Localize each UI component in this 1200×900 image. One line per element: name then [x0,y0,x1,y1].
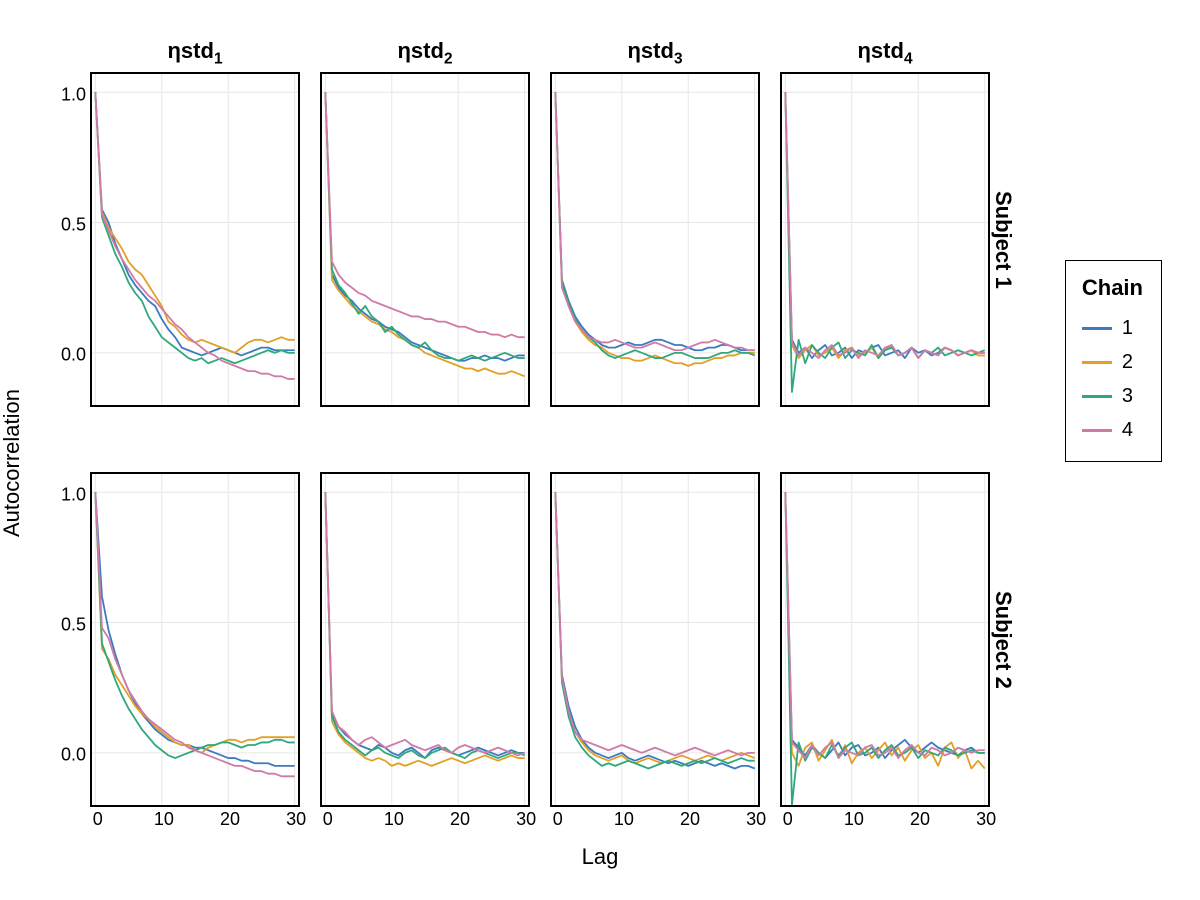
legend-label: 2 [1122,351,1133,374]
x-tick-label: 20 [220,809,240,830]
x-tick-label: 10 [844,809,864,830]
y-tick-label: 1.0 [61,484,86,505]
x-tick-label: 10 [614,809,634,830]
x-tick-label: 0 [93,809,103,830]
x-tick-label: 30 [976,809,996,830]
x-tick-label: 20 [910,809,930,830]
legend: Chain 1 2 3 4 [1065,260,1162,462]
legend-item: 3 [1082,379,1143,413]
chart-panel: 0.00.51.0 [90,72,300,407]
legend-swatch [1082,395,1112,398]
chart-panel [550,72,760,407]
facet-row-title: Subject 1 [990,72,1016,407]
x-tick-label: 30 [746,809,766,830]
facet-col-title: ηstd4 [780,38,990,68]
x-tick-label: 10 [384,809,404,830]
y-tick-label: 0.5 [61,214,86,235]
x-tick-label: 0 [553,809,563,830]
legend-item: 4 [1082,413,1143,447]
chart-container: Autocorrelation Lag ηstd1 ηstd2 ηstd3 ηstd4… [0,0,1200,900]
facet-row-title: Subject 2 [990,472,1016,807]
legend-swatch [1082,361,1112,364]
facet-grid: ηstd1ηstd2ηstd3ηstd4Subject 1Subject 20.… [90,40,990,820]
x-tick-label: 20 [450,809,470,830]
x-tick-label: 30 [286,809,306,830]
x-tick-label: 0 [323,809,333,830]
y-tick-label: 0.5 [61,614,86,635]
facet-col-title: ηstd1 [90,38,300,68]
chart-panel: 0102030 [550,472,760,807]
x-tick-label: 20 [680,809,700,830]
x-tick-label: 30 [516,809,536,830]
chart-panel: 0102030 [780,472,990,807]
legend-label: 1 [1122,317,1133,340]
legend-label: 3 [1122,385,1133,408]
x-axis-label: Lag [582,844,619,870]
y-tick-label: 0.0 [61,344,86,365]
x-tick-label: 10 [154,809,174,830]
legend-label: 4 [1122,419,1133,442]
legend-swatch [1082,429,1112,432]
chart-panel: 0102030 [320,472,530,807]
x-tick-label: 0 [783,809,793,830]
legend-items: 1 2 3 4 [1082,311,1143,447]
y-tick-label: 0.0 [61,744,86,765]
facet-col-title: ηstd3 [550,38,760,68]
legend-swatch [1082,327,1112,330]
chart-panel [320,72,530,407]
y-tick-label: 1.0 [61,84,86,105]
facet-col-title: ηstd2 [320,38,530,68]
legend-title: Chain [1082,275,1143,301]
chart-panel: 0.00.51.00102030 [90,472,300,807]
legend-item: 1 [1082,311,1143,345]
legend-item: 2 [1082,345,1143,379]
chart-panel [780,72,990,407]
y-axis-label: Autocorrelation [0,389,25,537]
